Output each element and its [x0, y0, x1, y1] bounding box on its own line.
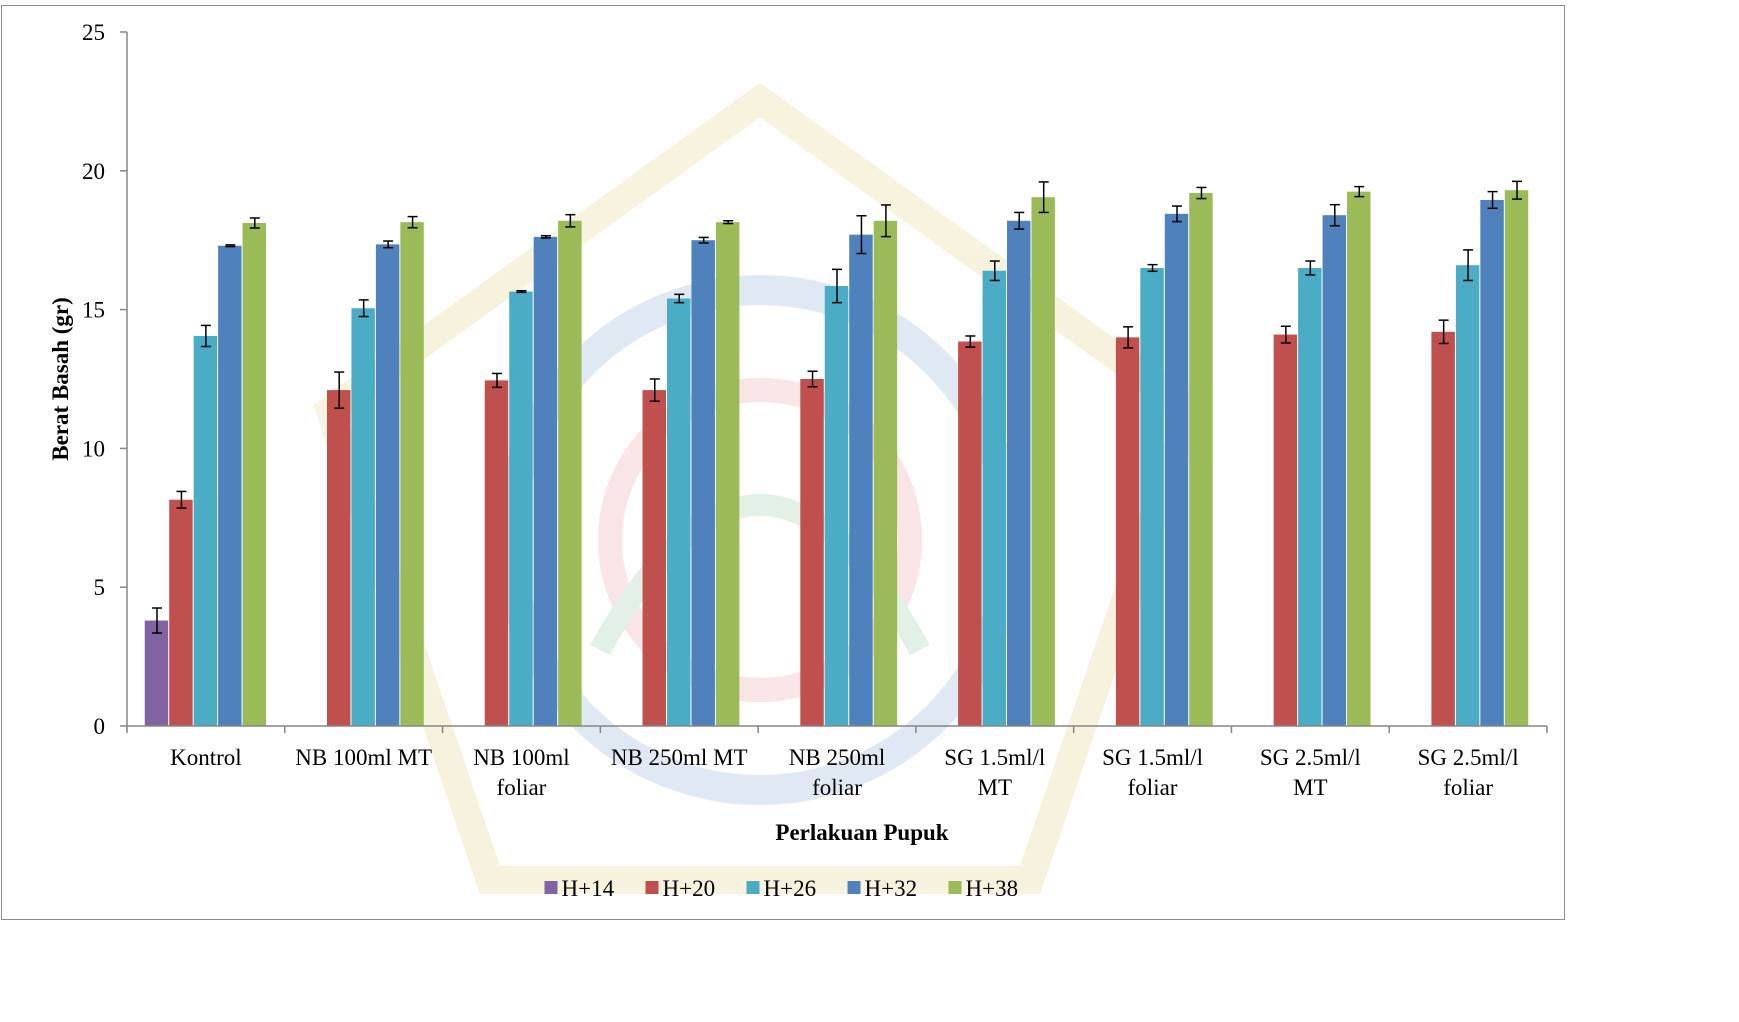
x-tick-label: SG 2.5ml/l MT — [1260, 745, 1361, 800]
legend-label: H+38 — [966, 876, 1019, 901]
bar — [1115, 337, 1140, 726]
bar — [666, 298, 691, 726]
bar — [800, 379, 824, 726]
x-axis: Kontrol NB 100ml MT NB 100ml foliar NB 250ml… — [126, 725, 1548, 800]
university-watermark — [313, 82, 1207, 894]
plot-area — [144, 180, 1529, 726]
legend-label: H+26 — [764, 876, 817, 901]
bar — [193, 335, 218, 726]
bar — [144, 620, 169, 726]
bar — [1480, 199, 1504, 726]
bar — [351, 308, 375, 726]
legend-label: H+32 — [865, 876, 918, 901]
bar — [1431, 331, 1455, 726]
bar — [558, 220, 582, 726]
bar — [1031, 197, 1055, 726]
y-axis: 0 5 10 15 20 25 — [82, 20, 128, 739]
bar — [873, 220, 898, 726]
bar — [242, 222, 267, 726]
bar — [1189, 193, 1213, 726]
bar — [642, 390, 666, 726]
bar — [484, 380, 509, 726]
y-tick-label: 10 — [82, 436, 105, 461]
legend-swatch — [948, 881, 962, 894]
bar — [326, 390, 351, 726]
legend-swatch — [645, 881, 659, 894]
bar — [1322, 215, 1347, 726]
bar — [982, 270, 1007, 726]
legend-swatch — [847, 881, 861, 894]
bar — [375, 244, 400, 726]
bar — [824, 286, 849, 726]
bar — [1504, 190, 1529, 726]
x-tick-label: NB 100ml foliar — [473, 745, 569, 800]
bar-chart: 0 5 10 15 20 25 Kontrol NB 100ml MT NB 100ml fol… — [48, 20, 1548, 901]
bar — [1298, 267, 1322, 726]
bar — [533, 236, 558, 726]
legend-label: H+20 — [663, 876, 716, 901]
bar — [1273, 334, 1298, 726]
bar — [715, 222, 740, 726]
bar — [958, 341, 982, 726]
x-tick-label: NB 100ml MT — [295, 745, 432, 770]
bar — [400, 222, 424, 726]
legend: H+14 H+20 H+26 H+32 H+38 — [544, 876, 1019, 901]
x-tick-label: NB 250ml foliar — [789, 745, 885, 800]
x-tick-label: Kontrol — [170, 745, 242, 770]
bar — [1140, 267, 1164, 726]
y-tick-label: 25 — [82, 20, 105, 45]
y-tick-label: 15 — [82, 298, 105, 323]
x-tick-label: SG 1.5ml/l foliar — [1102, 745, 1203, 800]
x-tick-label: SG 1.5ml/l MT — [944, 745, 1045, 800]
bar — [1347, 191, 1371, 726]
legend-label: H+14 — [562, 876, 615, 901]
bar — [169, 499, 193, 726]
chart-frame — [1, 5, 1565, 920]
bar — [1455, 265, 1480, 726]
bar — [509, 291, 533, 726]
y-tick-label: 5 — [94, 575, 106, 600]
y-tick-label: 0 — [94, 714, 106, 739]
legend-swatch — [746, 881, 760, 894]
x-tick-label: NB 250ml MT — [611, 745, 748, 770]
bar — [1007, 220, 1031, 726]
bar — [1164, 213, 1189, 726]
y-tick-label: 20 — [82, 159, 105, 184]
x-tick-label: SG 2.5ml/l foliar — [1418, 745, 1519, 800]
bar — [218, 245, 242, 726]
x-axis-title: Perlakuan Pupuk — [775, 820, 948, 845]
y-axis-title: Berat Basah (gr) — [48, 297, 73, 461]
legend-swatch — [544, 881, 558, 894]
bar — [691, 240, 715, 726]
bar — [849, 234, 873, 726]
